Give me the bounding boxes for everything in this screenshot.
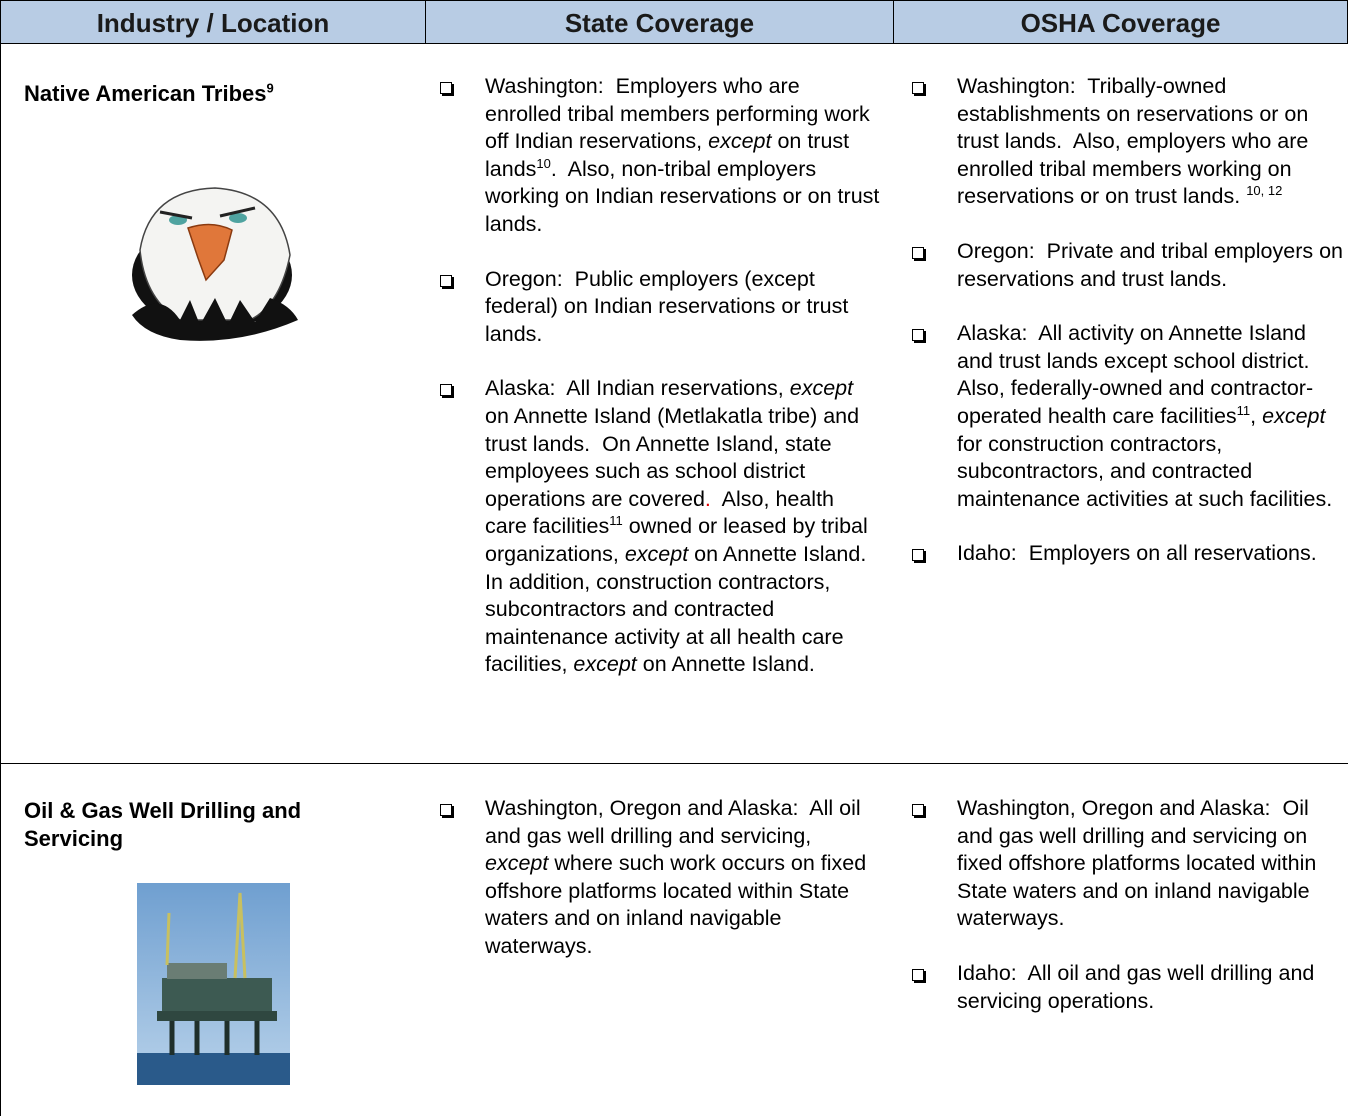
- text-run: where such work occurs on fixed offshore…: [485, 851, 873, 958]
- bullet-item: Oregon: Public employers (except federal…: [440, 266, 880, 349]
- bullet-box: [912, 804, 924, 816]
- bullet-item: Idaho: All oil and gas well drilling and…: [912, 960, 1345, 1015]
- border: [0, 44, 1, 1116]
- bullet-item: Washington: Employers who are enrolled t…: [440, 73, 880, 239]
- bullet-box: [440, 82, 452, 94]
- text-run: except: [708, 129, 772, 154]
- text-run: except: [789, 376, 854, 401]
- text-run: except: [485, 851, 549, 876]
- text-run: on Annette Island. In addition, construc…: [485, 541, 879, 677]
- bullet-item: Oregon: Private and tribal employers on …: [912, 238, 1345, 293]
- bullet-box: [912, 968, 924, 981]
- text-run: ,: [1250, 403, 1263, 428]
- text-run: Washington, Oregon and Alaska: All oil a…: [485, 796, 867, 848]
- bullet-box: [440, 804, 452, 816]
- header-cell: Industry / Location: [0, 0, 426, 44]
- text-run: Washington: Tribally-owned establishment…: [957, 74, 1315, 209]
- bullet-item: Washington: Tribally-owned establishment…: [912, 73, 1345, 211]
- bullet-item: Washington, Oregon and Alaska: All oil a…: [440, 795, 880, 961]
- text-run: Washington, Oregon and Alaska: Oil and g…: [957, 796, 1323, 931]
- text-run: 9: [266, 80, 274, 96]
- text-run: owned or leased by tribal organizations,: [485, 514, 874, 566]
- text-run: . Also, non-tribal employers working on …: [485, 156, 886, 236]
- oil-rig-image: [137, 883, 290, 1085]
- text-run: Alaska: All Indian reservations,: [485, 376, 790, 401]
- bullet-item: Idaho: Employers on all reservations.: [912, 540, 1345, 568]
- bullet-box: [912, 329, 924, 342]
- text-run: Native American Tribes: [24, 81, 267, 106]
- header-cell: OSHA Coverage: [893, 0, 1348, 44]
- bullet-box: [440, 274, 452, 287]
- text-run: 11: [609, 513, 623, 529]
- row-title: Oil & Gas Well Drilling and Servicing: [24, 797, 394, 853]
- text-run: except: [573, 652, 637, 677]
- text-run: Idaho: Employers on all reservations.: [957, 541, 1317, 566]
- text-run: 10, 12: [1246, 183, 1283, 199]
- text-run: except: [624, 541, 689, 566]
- text-run: on Annette Island.: [636, 652, 815, 677]
- text-run: Also, health care facilities: [485, 486, 841, 539]
- text-run: Idaho: All oil and gas well drilling and…: [957, 960, 1321, 1013]
- text-run: .: [704, 486, 711, 511]
- text-run: on trust lands: [485, 129, 856, 181]
- text-run: Alaska: All activity on Annette Island a…: [957, 321, 1321, 428]
- bullet-item: Alaska: All Indian reservations, except …: [440, 375, 880, 679]
- bullet-box: [912, 82, 924, 94]
- state-column: Washington, Oregon and Alaska: All oil a…: [440, 795, 880, 988]
- osha-column: Washington: Tribally-owned establishment…: [912, 73, 1345, 595]
- bullet-box: [440, 384, 452, 397]
- text-run: Oregon: Public employers (except federal…: [485, 266, 855, 346]
- osha-column: Washington, Oregon and Alaska: Oil and g…: [912, 795, 1345, 1042]
- text-run: except: [1262, 403, 1326, 428]
- state-column: Washington: Employers who are enrolled t…: [440, 73, 880, 706]
- bullet-item: Washington, Oregon and Alaska: Oil and g…: [912, 795, 1345, 933]
- text-run: for construction contractors, subcontrac…: [957, 403, 1333, 511]
- eagle-image: [132, 187, 298, 341]
- text-run: Washington: Employers who are enrolled t…: [485, 74, 876, 154]
- border: [0, 763, 1348, 764]
- text-run: 10: [536, 155, 551, 171]
- header-cell: State Coverage: [425, 0, 894, 44]
- text-run: on Annette Island (Metlakatla tribe) and…: [485, 376, 866, 511]
- bullet-item: Alaska: All activity on Annette Island a…: [912, 320, 1345, 513]
- bullet-box: [912, 246, 924, 259]
- text-run: Oil & Gas Well Drilling and Servicing: [24, 798, 308, 851]
- row-title: Native American Tribes9: [24, 80, 394, 108]
- text-run: 11: [1236, 402, 1251, 418]
- text-run: Oregon: Private and tribal employers on …: [957, 238, 1344, 291]
- bullet-box: [912, 549, 924, 562]
